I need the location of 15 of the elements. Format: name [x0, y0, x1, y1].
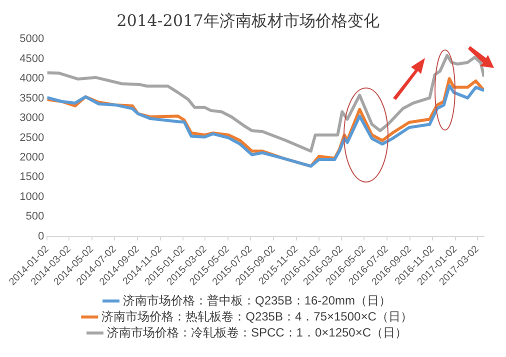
y-tick-label: 2500 [20, 132, 44, 144]
y-tick-label: 3000 [20, 112, 44, 124]
y-tick-label: 500 [26, 210, 44, 223]
y-tick-label: 4500 [20, 52, 44, 65]
legend-label: 济南市场价格：冷轧板卷：SPCC：1．0×1250×C（日） [106, 325, 408, 340]
y-tick-label: 1000 [20, 190, 44, 203]
chart-title: 2014-2017年济南板材市场价格变化 [116, 10, 380, 30]
legend-label: 济南市场价格：普中板：Q235B：16-20mm（日） [122, 293, 392, 308]
y-tick-label: 0 [38, 230, 44, 242]
y-tick-label: 1500 [20, 171, 44, 184]
y-tick-label: 2000 [20, 152, 44, 164]
y-tick-label: 3500 [20, 92, 44, 104]
y-tick-label: 4000 [20, 72, 44, 85]
y-tick-label: 5000 [20, 33, 44, 46]
legend-label: 济南市场价格：热轧板卷：Q235B：4．75×1500×C（日） [102, 309, 412, 324]
